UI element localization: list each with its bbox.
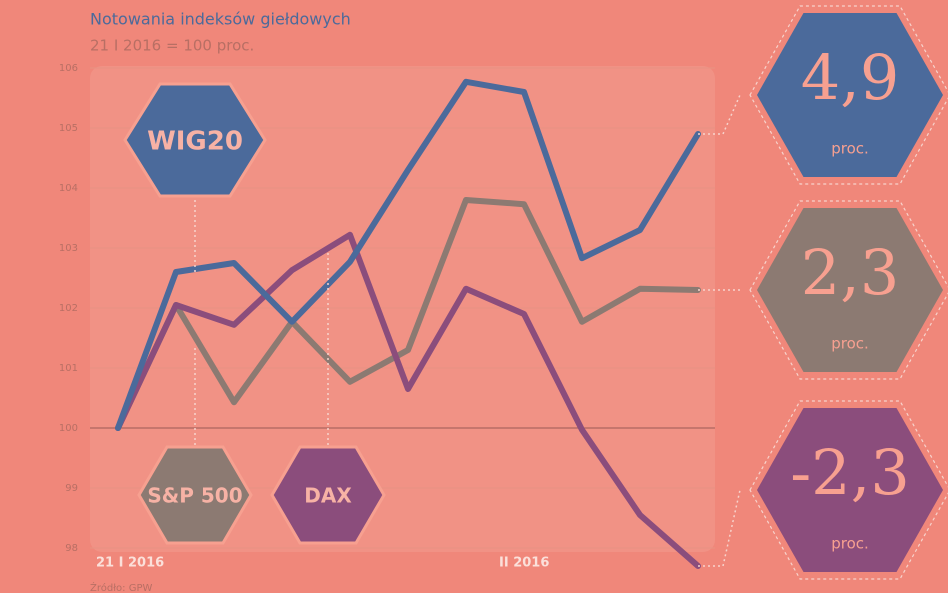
end-unit: proc. xyxy=(831,335,869,353)
end-hexagon xyxy=(757,13,943,177)
legend-label: DAX xyxy=(304,484,352,508)
end-hexagon-outline xyxy=(749,400,948,580)
chart-subtitle: 21 I 2016 = 100 proc. xyxy=(90,37,254,55)
legend-hexagon xyxy=(137,445,253,545)
y-tick-label: 98 xyxy=(65,543,78,554)
y-tick-label: 104 xyxy=(59,183,78,194)
y-tick-label: 102 xyxy=(59,303,78,314)
x-tick-label: 21 I 2016 xyxy=(96,556,164,571)
end-hexagon-outline xyxy=(749,200,948,380)
legend-hexagon xyxy=(270,445,386,545)
series-line xyxy=(115,197,701,431)
end-unit: proc. xyxy=(831,140,869,158)
end-hexagon xyxy=(757,408,943,572)
end-value: 2,3 xyxy=(801,236,900,309)
legend-label: S&P 500 xyxy=(147,484,242,508)
y-tick-label: 101 xyxy=(59,363,78,374)
source: Źródło: GPW xyxy=(90,581,152,593)
y-tick-label: 99 xyxy=(65,483,78,494)
end-connector xyxy=(698,489,741,567)
series-line xyxy=(115,231,701,569)
legend-hexagon xyxy=(123,82,267,198)
legend-label: WIG20 xyxy=(147,127,243,157)
y-tick-label: 106 xyxy=(59,63,78,74)
chart-title: Notowania indeksów giełdowych xyxy=(90,10,351,29)
y-tick-label: 103 xyxy=(59,243,78,254)
end-hexagon-outline xyxy=(749,5,948,185)
end-connector xyxy=(698,94,741,135)
end-value: -2,3 xyxy=(790,436,910,509)
end-hexagon xyxy=(757,208,943,372)
end-unit: proc. xyxy=(831,535,869,553)
y-tick-label: 100 xyxy=(59,423,78,434)
x-tick-label: II 2016 xyxy=(499,556,549,571)
y-tick-label: 105 xyxy=(59,123,78,134)
end-value: 4,9 xyxy=(801,41,900,114)
series-line xyxy=(115,78,701,431)
